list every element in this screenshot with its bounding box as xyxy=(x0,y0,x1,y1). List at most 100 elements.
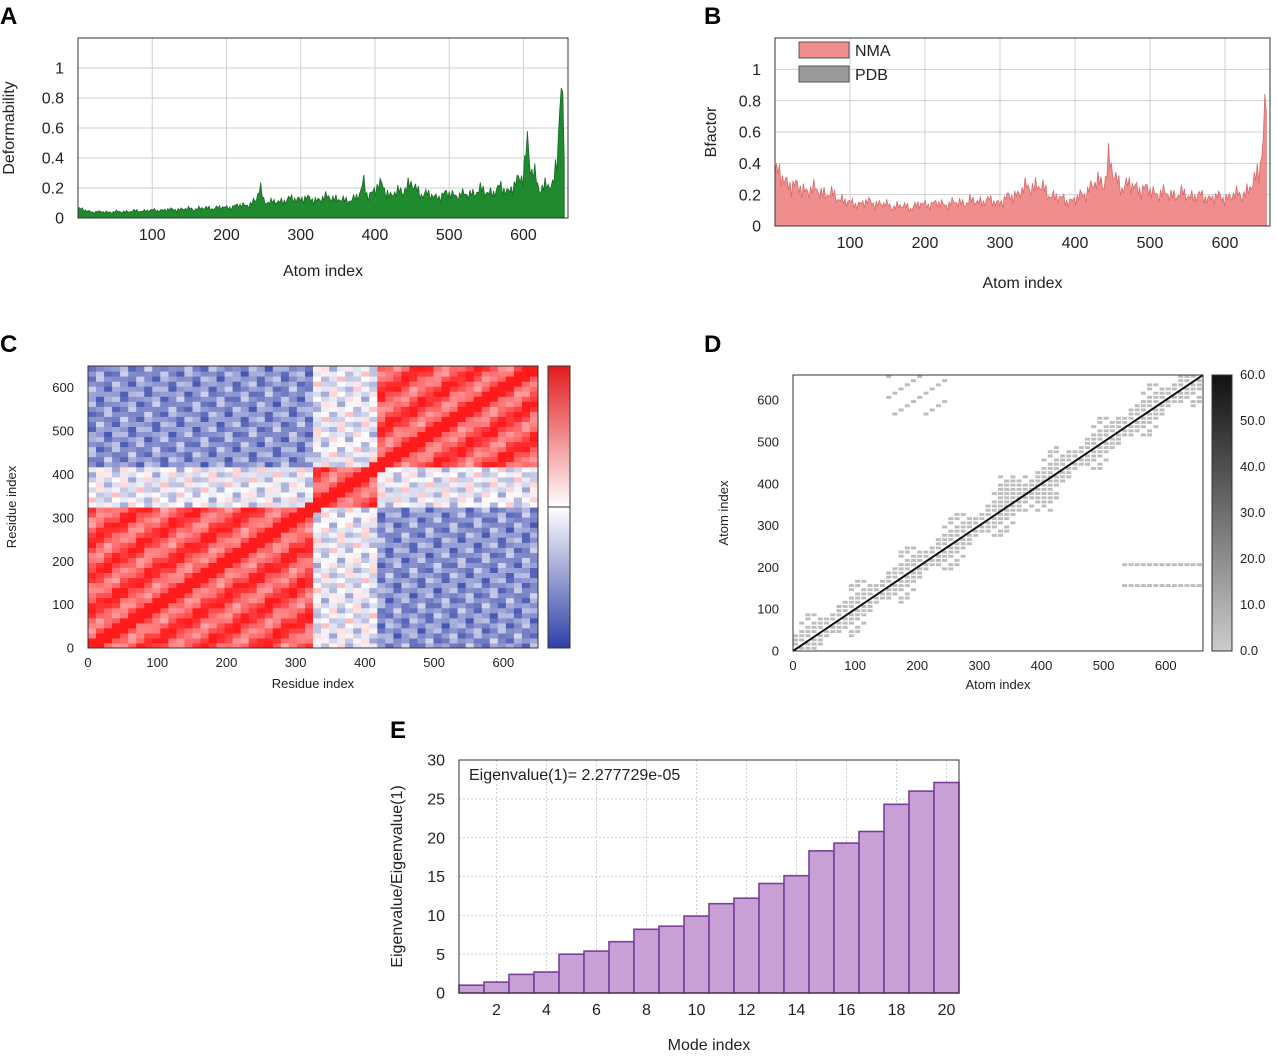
heatmap-cell xyxy=(104,592,113,599)
heatmap-cell xyxy=(168,557,177,563)
heatmap-cell xyxy=(256,421,266,427)
heatmap-cell xyxy=(369,587,378,594)
heatmap-cell xyxy=(481,476,491,483)
heatmap-cell xyxy=(248,421,258,427)
heatmap-cell xyxy=(256,572,266,579)
heatmap-cell xyxy=(449,537,459,543)
heatmap-cell xyxy=(497,617,507,624)
heatmap-cell xyxy=(128,527,137,533)
contact-cell xyxy=(1016,492,1022,495)
heatmap-cell xyxy=(152,366,161,372)
heatmap-cell xyxy=(184,401,193,407)
heatmap-cell xyxy=(337,401,346,407)
heatmap-cell xyxy=(465,517,475,523)
heatmap-cell xyxy=(248,461,258,468)
heatmap-cell xyxy=(136,632,145,639)
heatmap-cell xyxy=(321,602,330,609)
heatmap-cell xyxy=(361,617,370,624)
heatmap-cell xyxy=(409,491,418,498)
heatmap-cell xyxy=(377,421,386,427)
heatmap-cell xyxy=(473,471,483,478)
heatmap-cell xyxy=(176,431,185,438)
heatmap-cell xyxy=(321,627,330,634)
contact-cell xyxy=(1184,391,1190,395)
contact-cell xyxy=(1035,475,1041,479)
heatmap-cell xyxy=(280,592,290,599)
heatmap-cell xyxy=(232,572,242,579)
heatmap-cell xyxy=(288,577,298,584)
heatmap-cell xyxy=(176,637,185,644)
heatmap-cell xyxy=(120,577,129,584)
heatmap-cell xyxy=(441,632,451,639)
heatmap-cell xyxy=(120,557,129,563)
heatmap-cell xyxy=(240,522,250,528)
heatmap-cell xyxy=(112,517,121,523)
heatmap-cell xyxy=(441,562,451,568)
heatmap-cell xyxy=(248,431,258,438)
heatmap-cell xyxy=(337,481,346,488)
contact-cell xyxy=(1022,500,1028,504)
heatmap-cell xyxy=(128,371,137,377)
heatmap-cell xyxy=(288,507,298,513)
heatmap-cell xyxy=(530,592,538,599)
heatmap-cell xyxy=(353,491,362,498)
heatmap-cell xyxy=(505,597,515,604)
contact-cell xyxy=(880,584,885,587)
heatmap-cell xyxy=(224,441,234,448)
heatmap-cell xyxy=(208,542,218,548)
heatmap-cell xyxy=(224,512,234,518)
heatmap-cell xyxy=(425,537,435,543)
heatmap-cell xyxy=(369,562,378,568)
heatmap-cell xyxy=(176,421,185,427)
contact-cell xyxy=(1140,563,1146,567)
contact-cell xyxy=(998,487,1003,491)
heatmap-cell xyxy=(184,512,193,518)
heatmap-cell xyxy=(160,502,169,508)
heatmap-cell xyxy=(345,446,354,453)
heatmap-cell xyxy=(345,527,354,533)
heatmap-cell xyxy=(248,441,258,448)
bar-mode-19 xyxy=(908,790,935,994)
heatmap-cell xyxy=(505,396,515,402)
heatmap-cell xyxy=(337,476,346,483)
heatmap-cell xyxy=(296,396,306,402)
heatmap-cell xyxy=(481,517,491,523)
contact-cell xyxy=(811,621,817,625)
heatmap-cell xyxy=(128,421,137,427)
heatmap-cell xyxy=(112,537,121,543)
heatmap-cell xyxy=(160,401,169,407)
heatmap-cell xyxy=(433,446,443,453)
heatmap-cell xyxy=(160,481,169,488)
heatmap-cell xyxy=(377,507,386,513)
heatmap-cell xyxy=(465,567,475,573)
heatmap-cell xyxy=(224,602,234,609)
heatmap-cell xyxy=(256,547,266,553)
heatmap-cell xyxy=(441,491,451,498)
contact-cell xyxy=(1047,471,1053,475)
heatmap-cell xyxy=(457,456,467,463)
heatmap-cell xyxy=(305,411,314,417)
heatmap-cell xyxy=(345,456,354,463)
heatmap-cell xyxy=(264,496,274,503)
heatmap-cell xyxy=(473,481,483,488)
heatmap-cell xyxy=(385,491,394,498)
heatmap-cell xyxy=(425,371,435,377)
contact-cell xyxy=(960,521,966,525)
contact-cell xyxy=(1041,467,1047,470)
contact-cell xyxy=(991,521,997,525)
heatmap-cell xyxy=(409,371,418,377)
heatmap-cell xyxy=(136,401,145,407)
heatmap-cell xyxy=(176,507,185,513)
heatmap-cell xyxy=(425,386,435,392)
heatmap-cell xyxy=(104,537,113,543)
heatmap-cell xyxy=(264,622,274,629)
heatmap-cell xyxy=(353,557,362,563)
heatmap-cell xyxy=(192,416,202,422)
heatmap-cell xyxy=(248,401,258,407)
heatmap-cell xyxy=(264,416,274,422)
heatmap-cell xyxy=(192,371,202,377)
heatmap-cell xyxy=(337,622,346,629)
heatmap-cell xyxy=(168,431,177,438)
heatmap-cell xyxy=(240,537,250,543)
